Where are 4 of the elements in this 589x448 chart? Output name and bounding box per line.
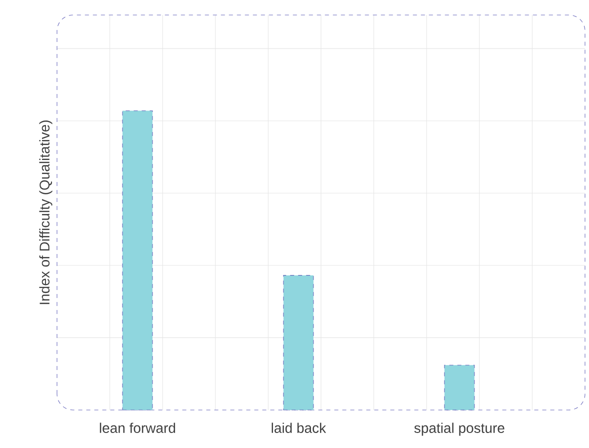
y-axis-title: Index of Difficulty (Qualitative) — [39, 120, 52, 304]
x-tick-label: laid back — [272, 422, 326, 433]
x-tick-label: spatial posture — [414, 422, 504, 436]
x-tick-label: lean forward — [100, 422, 176, 433]
